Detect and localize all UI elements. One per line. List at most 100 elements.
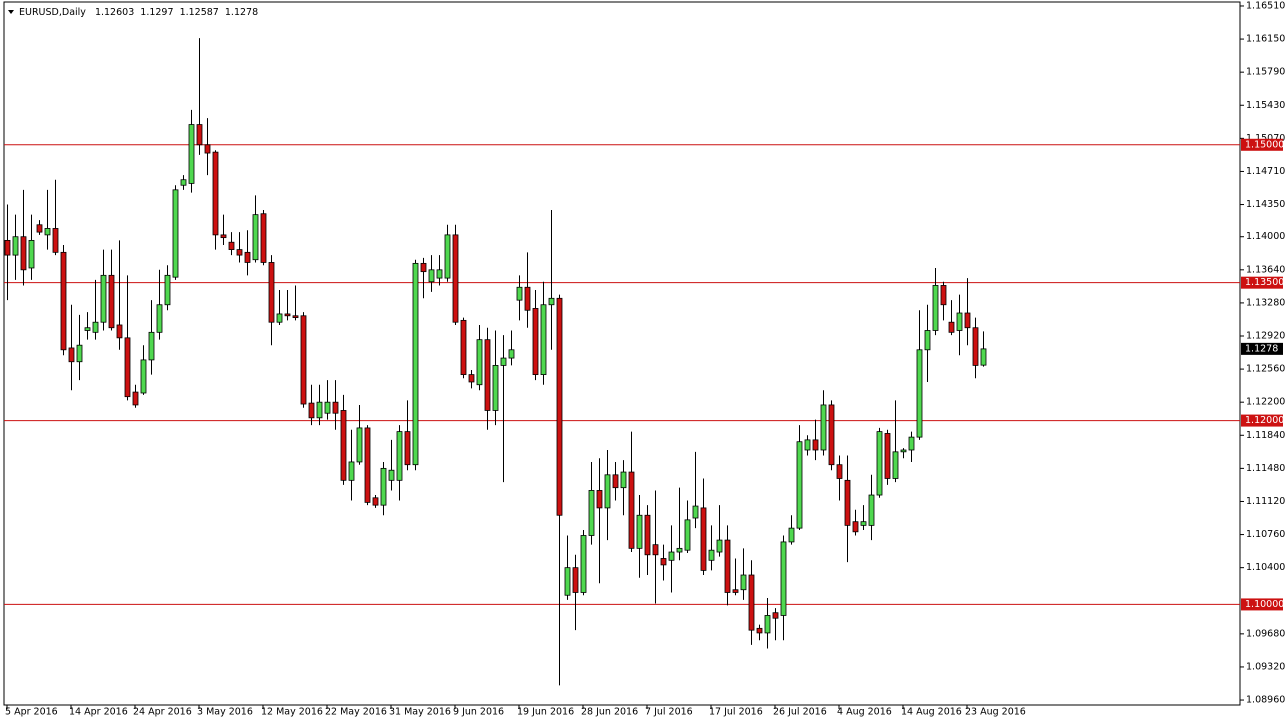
x-tick-label: 9 Jun 2016	[453, 707, 504, 718]
y-tick-label: 1.15430	[1246, 100, 1285, 111]
candle-body	[748, 574, 755, 631]
candle-body	[20, 236, 27, 271]
y-tick-label: 1.11840	[1246, 430, 1285, 441]
level-label: 1.15000	[1245, 139, 1284, 150]
x-tick-label: 17 Jul 2016	[709, 707, 763, 718]
y-tick-label: 1.15790	[1246, 67, 1285, 78]
candle-body	[372, 497, 379, 506]
y-tick-label: 1.13640	[1246, 264, 1285, 275]
y-tick-label: 1.15070	[1246, 133, 1285, 144]
candle-body	[124, 337, 131, 398]
x-tick-label: 7 Jul 2016	[645, 707, 693, 718]
candle-body	[828, 404, 835, 466]
ohlc-open: 1.12603	[95, 7, 134, 18]
candle-body	[356, 427, 363, 463]
candle-body	[932, 285, 939, 331]
candle-body	[676, 547, 683, 553]
level-label-box	[1241, 414, 1283, 427]
candle-body	[620, 471, 627, 489]
candle-body	[180, 179, 187, 186]
candle-body	[324, 401, 331, 414]
candle-body	[116, 324, 123, 339]
y-tick-label: 1.11120	[1246, 496, 1285, 507]
x-tick-label: 26 Jul 2016	[773, 707, 827, 718]
y-tick-label: 1.16150	[1246, 34, 1285, 45]
candle-body	[292, 315, 299, 319]
candle-body	[444, 234, 451, 279]
level-label-box	[1241, 276, 1283, 289]
y-tick-label: 1.11480	[1246, 463, 1285, 474]
candle-body	[172, 189, 179, 278]
candle-body	[340, 410, 347, 481]
candle-body	[428, 269, 435, 283]
x-tick-label: 3 May 2016	[197, 707, 253, 718]
candle-body	[492, 365, 499, 411]
x-tick-label: 22 May 2016	[325, 707, 387, 718]
y-tick-label: 1.12560	[1246, 364, 1285, 375]
candle-body	[68, 347, 75, 363]
chart-header: EURUSD,Daily 1.12603 1.1297 1.12587 1.12…	[19, 7, 258, 18]
candle-body	[788, 527, 795, 543]
candle-body	[60, 251, 67, 351]
candle-body	[188, 124, 195, 184]
candle-body	[764, 615, 771, 634]
candle-body	[148, 331, 155, 361]
candle-body	[836, 464, 843, 479]
candle-body	[284, 313, 291, 317]
x-tick-label: 28 Jun 2016	[581, 707, 638, 718]
candle-body	[532, 308, 539, 376]
candle-body	[508, 349, 515, 359]
candle-body	[908, 436, 915, 451]
level-label: 1.12000	[1245, 415, 1284, 426]
candle-body	[52, 228, 59, 253]
y-tick-label: 1.14350	[1246, 199, 1285, 210]
candle-body	[796, 441, 803, 529]
candle-body	[660, 558, 667, 566]
candle-body	[868, 494, 875, 526]
candle-body	[260, 213, 267, 263]
menu-arrow[interactable]	[8, 10, 14, 14]
candle-body	[388, 469, 395, 481]
candle-body	[612, 474, 619, 489]
y-tick-label: 1.12920	[1246, 330, 1285, 341]
candle-body	[644, 514, 651, 556]
candle-body	[884, 433, 891, 479]
candle-body	[732, 589, 739, 593]
level-label: 1.10000	[1245, 599, 1284, 610]
candle-body	[756, 627, 763, 634]
candle-body	[860, 521, 867, 526]
candle-body	[236, 249, 243, 256]
candle-body	[844, 479, 851, 526]
candle-body	[596, 490, 603, 509]
candle-body	[28, 239, 35, 269]
candle-body	[476, 339, 483, 386]
candle-body	[212, 151, 219, 236]
candle-body	[436, 269, 443, 279]
candle-body	[308, 402, 315, 419]
candle-body	[228, 241, 235, 250]
y-tick-label: 1.14000	[1246, 231, 1285, 242]
candle-body	[740, 574, 747, 591]
candle-body	[812, 439, 819, 451]
x-tick-label: 12 May 2016	[261, 707, 323, 718]
price-label-box	[1241, 342, 1283, 355]
candle-body	[140, 359, 147, 394]
plot-frame	[3, 1, 1241, 706]
candle-body	[852, 521, 859, 533]
candle-body	[100, 274, 107, 323]
y-tick-label: 1.13280	[1246, 297, 1285, 308]
candle-body	[724, 539, 731, 593]
y-tick-label: 1.10760	[1246, 529, 1285, 540]
candle-body	[12, 236, 19, 256]
y-tick-label: 1.16510	[1246, 0, 1285, 11]
x-tick-label: 14 Apr 2016	[69, 707, 128, 718]
candle-body	[316, 401, 323, 419]
candle-body	[300, 315, 307, 405]
candle-body	[540, 304, 547, 376]
candle-body	[588, 490, 595, 536]
candle-body	[332, 401, 339, 414]
candle-body	[44, 228, 51, 236]
candle-body	[196, 124, 203, 146]
candle-body	[76, 344, 83, 363]
